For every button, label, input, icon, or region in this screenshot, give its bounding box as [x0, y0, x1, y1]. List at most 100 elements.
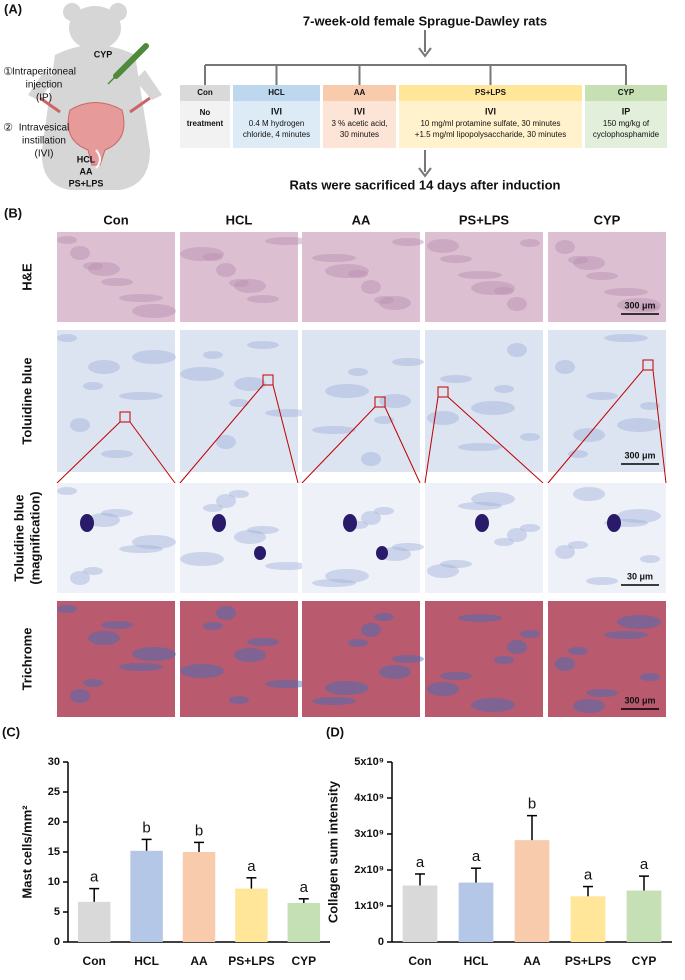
bladder: [67, 102, 125, 166]
micrograph: [548, 330, 666, 472]
significance-letter: b: [195, 822, 203, 839]
group-desc: 30 minutes: [340, 130, 379, 139]
group-desc: +1.5 mg/ml lipopolysaccharide, 30 minute…: [415, 130, 566, 139]
tissue-texture: [586, 577, 618, 585]
catheter: [95, 149, 101, 169]
group-desc: 10 mg/ml protamine sulfate, 30 minutes: [420, 119, 560, 128]
micrograph: [180, 483, 298, 593]
tissue-texture: [494, 538, 514, 546]
panel-label: (C): [2, 724, 20, 739]
panel-label: (A): [4, 1, 22, 16]
group-body-box: [180, 101, 230, 148]
x-tick-label: PS+LPS: [228, 954, 274, 968]
tissue-texture: [458, 443, 502, 451]
mast-cell: [254, 546, 266, 560]
tissue-texture: [507, 343, 527, 357]
tissue-texture: [471, 281, 515, 295]
column-header: AA: [352, 212, 371, 227]
tissue-texture: [132, 535, 176, 549]
bar: [626, 890, 662, 942]
tissue-texture: [88, 631, 120, 645]
panel-label: (B): [4, 205, 22, 220]
significance-letter: a: [472, 848, 481, 865]
significance-letter: a: [584, 867, 593, 884]
group-header-box: [233, 85, 320, 101]
x-tick-label: HCL: [134, 954, 159, 968]
y-tick-label: 5x10⁹: [354, 756, 384, 768]
tissue-texture: [312, 426, 356, 434]
y-tick-label: 4x10⁹: [354, 792, 384, 804]
group-header-box: [585, 85, 667, 101]
zoom-line: [547, 369, 644, 484]
bar: [570, 896, 606, 942]
tissue-texture: [57, 236, 77, 244]
column-header: PS+LPS: [459, 212, 510, 227]
micrograph: [548, 232, 666, 322]
y-tick-label: 0: [54, 936, 60, 948]
panel-label: (D): [326, 724, 344, 739]
group-route: IVI: [354, 106, 365, 116]
significance-letter: a: [247, 858, 256, 875]
tissue-texture: [617, 298, 661, 312]
tissue-texture: [203, 622, 223, 630]
tissue-texture: [325, 264, 369, 278]
micrograph: [57, 330, 175, 472]
tissue-texture: [494, 287, 514, 295]
tissue-texture: [471, 698, 515, 712]
x-tick-label: CYP: [632, 954, 657, 968]
tissue-texture: [555, 240, 575, 254]
tissue-texture: [312, 579, 356, 587]
tissue-texture: [471, 492, 515, 506]
zoom-line: [272, 384, 299, 484]
route-text: Intraperitoneal: [12, 67, 76, 78]
zoom-line: [301, 406, 376, 484]
micrograph: [302, 330, 420, 472]
tissue-texture: [265, 562, 309, 570]
group-name: CYP: [618, 88, 635, 97]
tissue-texture: [203, 351, 223, 359]
tissue-texture: [427, 411, 459, 425]
zoom-line: [56, 421, 121, 484]
tissue-texture: [70, 571, 90, 585]
x-tick-label: AA: [523, 954, 541, 968]
zoom-box: [262, 374, 274, 386]
y-tick-label: 20: [48, 816, 60, 828]
mast-cell: [212, 514, 226, 532]
rat-label: PS+LPS: [69, 178, 104, 188]
tissue-texture: [586, 689, 618, 697]
group-route: IVI: [271, 106, 282, 116]
scale-label: 300 μm: [624, 300, 655, 310]
route-text: Intravesical: [19, 123, 70, 134]
tissue-texture: [265, 409, 309, 417]
tissue-texture: [312, 254, 356, 262]
zoom-line: [129, 421, 176, 484]
y-tick-label: 3x10⁹: [354, 828, 384, 840]
tissue-texture: [374, 613, 394, 621]
tissue-texture: [119, 294, 163, 302]
tissue-texture: [379, 296, 411, 310]
group-route: IP: [622, 106, 631, 116]
tissue-texture: [83, 262, 103, 270]
tissue-texture: [471, 401, 515, 415]
route-text: (IVI): [35, 149, 54, 160]
mast-cell: [376, 546, 388, 560]
tissue-texture: [229, 696, 249, 704]
tissue-texture: [361, 623, 381, 637]
arrow-head: [418, 47, 432, 58]
route-text: instillation: [22, 136, 66, 147]
tissue-texture: [361, 280, 381, 294]
tissue-texture: [132, 304, 176, 318]
x-tick-label: HCL: [464, 954, 489, 968]
tissue-texture: [640, 673, 660, 681]
tissue-texture: [440, 560, 472, 568]
tissue-texture: [119, 392, 163, 400]
tissue-texture: [573, 487, 605, 501]
bar: [514, 840, 550, 942]
route-marker: ②: [3, 122, 13, 134]
tissue-texture: [604, 631, 648, 639]
tissue-texture: [361, 452, 381, 466]
tissue-texture: [555, 657, 575, 671]
tissue-texture: [265, 680, 309, 688]
x-tick-label: PS+LPS: [565, 954, 611, 968]
significance-letter: b: [142, 819, 150, 836]
